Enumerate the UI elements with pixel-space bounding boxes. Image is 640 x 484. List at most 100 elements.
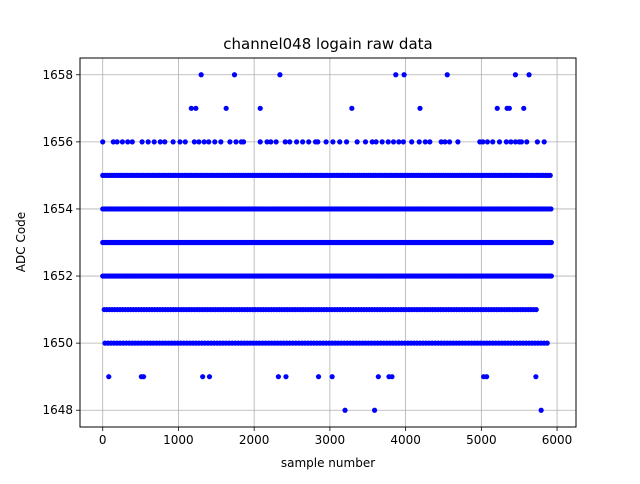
data-point [401,72,407,78]
chart-title: channel048 logain raw data [223,35,432,53]
data-point [191,139,197,145]
data-point [257,105,263,111]
data-point [442,139,448,145]
x-tick-label: 1000 [163,433,194,447]
data-point [110,139,116,145]
data-point [282,139,288,145]
data-point [240,139,247,145]
data-point [193,105,199,111]
data-point [114,139,120,145]
data-point [390,139,397,145]
data-point [494,105,500,111]
data-point [218,139,224,145]
data-point [162,139,168,145]
data-point [548,239,554,246]
data-point [508,139,514,145]
data-point [444,72,450,78]
data-point [188,105,194,111]
data-point [343,139,350,145]
data-point [330,139,336,145]
data-point [196,139,202,145]
data-point [422,139,428,145]
data-point [427,139,433,145]
y-tick-label: 1658 [42,68,73,82]
data-point [512,139,519,145]
data-point [206,139,212,145]
data-point [141,374,147,380]
data-point [400,139,406,145]
data-point [151,139,157,145]
y-axis-label: ADC Code [14,212,28,272]
data-point [496,139,503,145]
data-point [371,407,378,413]
y-tick-label: 1650 [42,336,73,350]
data-point [385,139,391,145]
data-points [100,72,554,413]
data-point [212,139,218,145]
data-point [484,139,491,145]
data-point [273,139,279,145]
data-point [518,139,525,145]
data-point [206,374,213,380]
data-point [349,105,355,111]
data-point [362,139,369,145]
data-point [315,374,322,380]
data-point [223,105,229,111]
data-point [369,139,375,145]
data-point [396,139,402,145]
data-point [548,273,554,279]
x-tick-label: 2000 [239,433,270,447]
data-point [503,139,509,145]
data-point [512,72,519,78]
data-point [201,139,207,145]
data-point [533,306,539,313]
data-point [548,206,554,212]
data-point [416,139,422,145]
data-point [293,139,300,145]
data-point [283,374,289,380]
data-point [287,139,293,145]
data-point [521,105,527,111]
data-point [129,139,135,145]
data-point [379,139,385,145]
data-point [119,139,126,145]
data-point [393,72,399,78]
data-point [233,139,239,145]
data-point [417,105,423,111]
x-tick-label: 0 [99,433,107,447]
data-point [106,374,112,380]
data-point [547,172,553,179]
data-point [544,340,550,346]
data-point [534,139,540,145]
data-point [264,139,270,145]
data-point [139,139,145,145]
data-point [541,139,547,145]
data-point [480,139,486,145]
data-point [157,139,163,145]
x-axis-label: sample number [281,456,375,470]
data-point [315,139,321,145]
x-tick-label: 4000 [390,433,421,447]
data-point [125,139,131,145]
data-point [484,374,490,380]
data-point [354,139,360,145]
x-tick-label: 5000 [466,433,497,447]
x-axis-ticks: 0 1000 2000 3000 4000 5000 6000 [99,427,572,447]
data-point [198,72,204,78]
x-tick-label: 6000 [542,433,573,447]
data-point [342,407,348,413]
data-point [306,139,312,145]
data-point [145,139,151,145]
y-tick-label: 1652 [42,269,73,283]
data-point [177,139,183,145]
data-point [375,374,381,380]
data-point [526,72,532,78]
y-axis-ticks: 1648 1650 1652 1654 1656 1658 [42,68,80,417]
y-tick-label: 1656 [42,135,73,149]
data-point [100,139,106,145]
data-point [409,139,415,145]
x-tick-label: 3000 [315,433,346,447]
data-point [257,139,263,145]
axes-frame [79,57,577,428]
